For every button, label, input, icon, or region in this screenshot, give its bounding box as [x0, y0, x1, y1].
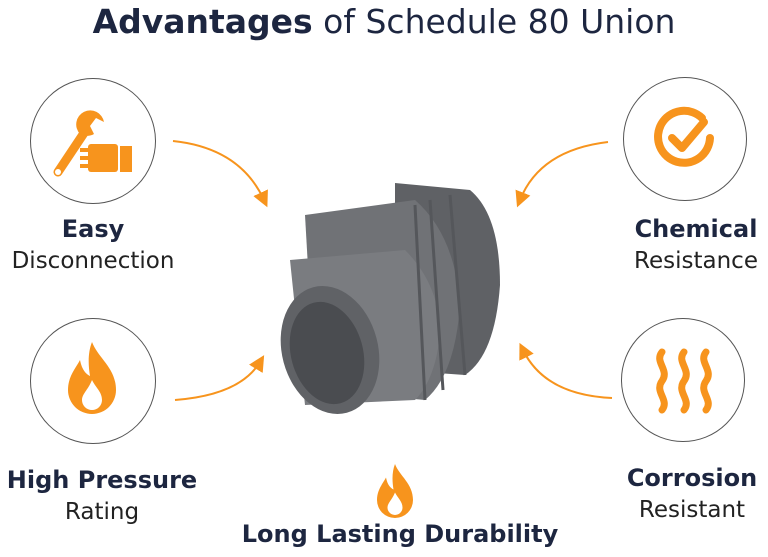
wrench-hand-icon	[53, 110, 132, 177]
arrow-corrosion-line	[519, 342, 613, 399]
page-title: Advantages of Schedule 80 Union	[92, 2, 676, 41]
feature-title: Long Lasting Durability	[241, 520, 559, 548]
feature-circle-easy	[30, 78, 156, 204]
feature-easy-disconnection: Easy Disconnection	[12, 213, 175, 277]
checkmark-circle-icon	[654, 106, 714, 167]
feature-subtitle: Resistant	[638, 497, 746, 523]
arrow-pressure-line	[174, 355, 265, 401]
arrow-chemical-line	[515, 141, 609, 208]
feature-title: Corrosion	[626, 464, 758, 492]
arrow-easy-line	[172, 140, 268, 208]
feature-high-pressure: High Pressure Rating	[7, 464, 197, 528]
flame-icon	[377, 464, 413, 518]
union-fitting-image	[280, 183, 500, 415]
feature-title: Chemical	[634, 215, 758, 243]
feature-chemical-resistance: Chemical Resistance	[634, 213, 758, 277]
feature-subtitle: Resistance	[634, 248, 758, 274]
wavy-lines-icon	[656, 348, 712, 414]
feature-long-lasting: Long Lasting Durability	[242, 518, 559, 550]
feature-subtitle: Rating	[64, 499, 140, 525]
feature-title: Easy	[61, 215, 125, 243]
feature-subtitle: Disconnection	[11, 248, 175, 274]
flame-icon	[68, 342, 116, 414]
feature-corrosion-resistant: Corrosion Resistant	[627, 462, 757, 526]
feature-title: High Pressure	[6, 466, 198, 494]
